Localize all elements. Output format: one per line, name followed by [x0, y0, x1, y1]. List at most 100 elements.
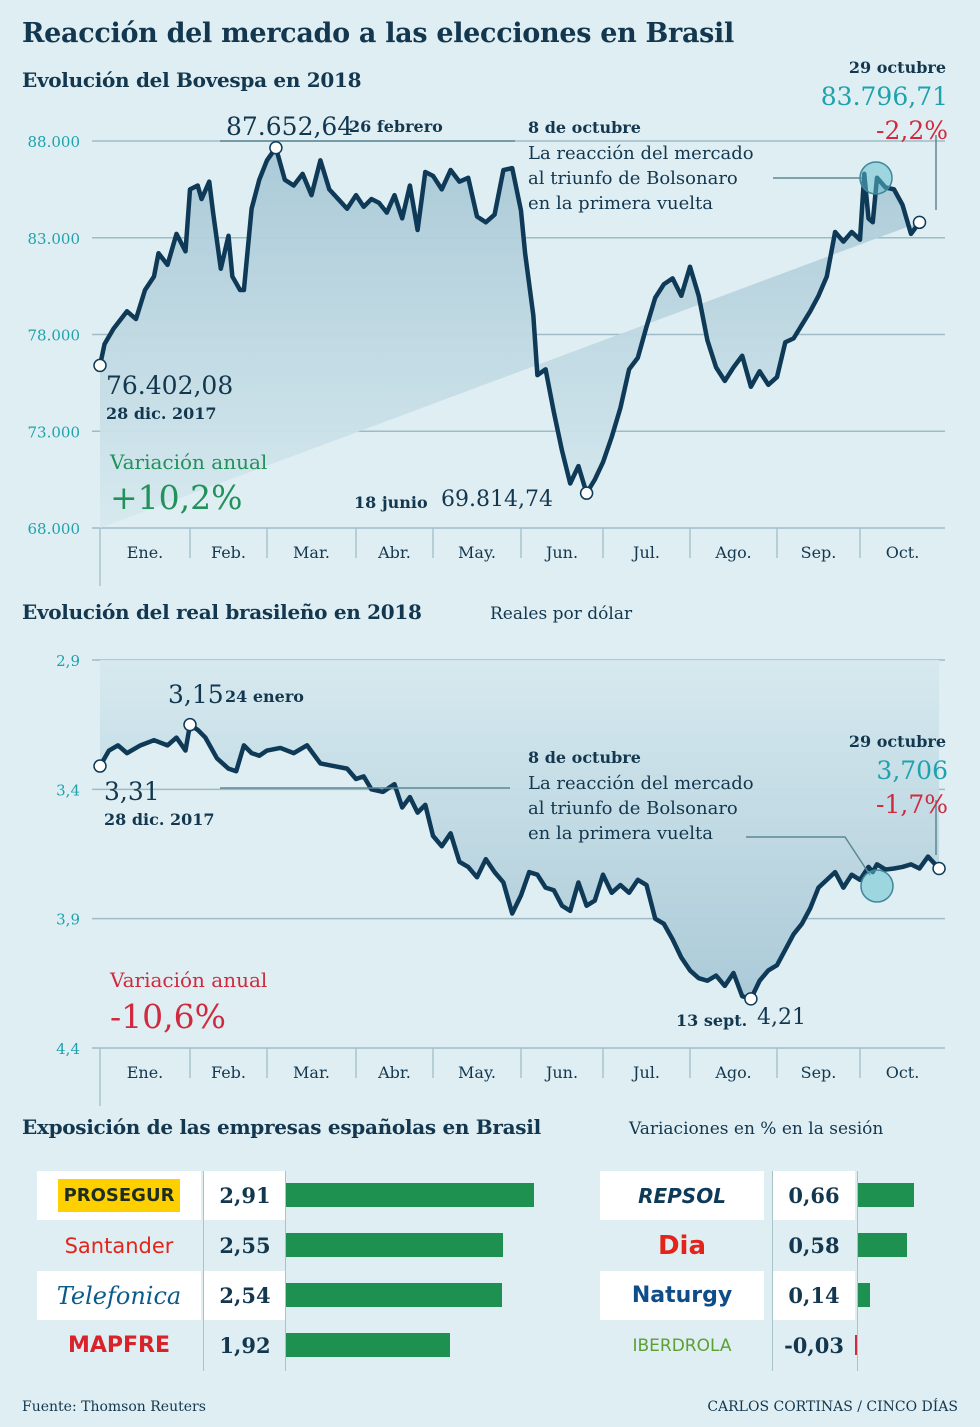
bovespa-min-value: 69.814,74	[441, 487, 553, 512]
company-name: MAPFRE	[67, 1333, 171, 1358]
bar-value-label: 1,92	[219, 1333, 271, 1358]
real-min-value: 4,21	[757, 1005, 806, 1030]
bar	[286, 1233, 504, 1257]
column-separator	[772, 1171, 773, 1371]
real-chart: 2,9 3,4 3,9 4,4 Ene. Feb. Mar. Abr. May. Jun. Jul.…	[56, 652, 946, 1106]
y-tick-label: 3,4	[56, 781, 80, 799]
x-tick-label: Oct.	[886, 543, 920, 562]
bar-value-label: -0,03	[784, 1333, 844, 1358]
x-tick-label: Jun.	[544, 543, 578, 562]
annotation-leader	[746, 836, 871, 876]
bar	[855, 1335, 858, 1355]
area-fill	[100, 147, 920, 528]
company-name: Telefonica	[56, 1281, 182, 1310]
x-tick-label: Feb.	[211, 1063, 246, 1082]
bovespa-last-date: 29 octubre	[848, 58, 946, 77]
data-marker	[744, 992, 758, 1006]
company-logo: Dia	[600, 1221, 764, 1270]
series-line	[97, 145, 922, 496]
company-name: Naturgy	[631, 1283, 733, 1308]
bar-value-label: 0,66	[773, 1171, 855, 1220]
data-marker	[912, 215, 927, 230]
bovespa-start-value: 76.402,08	[106, 371, 234, 400]
bar	[286, 1333, 450, 1357]
company-logo: MAPFRE	[37, 1321, 201, 1370]
bar-value-label: 0,14	[773, 1271, 855, 1320]
x-tick-label: Ago.	[714, 543, 751, 562]
x-tick-label: May.	[458, 1063, 496, 1082]
bar	[858, 1233, 908, 1257]
bar	[858, 1183, 915, 1207]
bar-row: Dia 0,58	[600, 1221, 960, 1270]
data-marker	[93, 759, 107, 773]
y-tick-label: 4,4	[56, 1040, 80, 1058]
real-max-value: 3,15	[168, 680, 224, 709]
real-start-date: 28 dic. 2017	[104, 810, 215, 829]
event-text-line: al triunfo de Bolsonaro	[528, 798, 738, 819]
event-highlight-circle	[860, 869, 894, 903]
bar	[286, 1283, 503, 1307]
real-annual-value: -10,6%	[110, 997, 226, 1036]
data-marker	[269, 140, 283, 155]
company-name: Santander	[64, 1233, 174, 1258]
bovespa-subtitle: Evolución del Bovespa en 2018	[22, 68, 362, 92]
bar-row: Naturgy 0,14	[600, 1271, 960, 1320]
bovespa-min-date: 18 junio	[354, 493, 428, 512]
x-tick-label: Ago.	[714, 1063, 751, 1082]
bovespa-annual-label: Variación anual	[110, 450, 268, 474]
real-last-date: 29 octubre	[848, 732, 946, 751]
x-tick-label: Abr.	[377, 1063, 411, 1082]
source-note: Fuente: Thomson Reuters	[22, 1399, 206, 1415]
bovespa-max-date: 26 febrero	[349, 117, 443, 136]
x-tick-label: Jun.	[544, 1063, 578, 1082]
y-tick-label: 83.000	[28, 230, 81, 248]
company-name: PROSEGUR	[57, 1179, 181, 1212]
main-title: Reacción del mercado a las elecciones en…	[22, 18, 734, 49]
company-name: REPSOL	[638, 1183, 726, 1208]
area-fill	[100, 660, 940, 999]
x-tick-label: Jul.	[631, 543, 660, 562]
y-tick-label: 3,9	[56, 911, 80, 929]
credit-note: CARLOS CORTINAS / CINCO DÍAS	[707, 1399, 958, 1415]
data-marker	[93, 358, 107, 373]
real-min-date: 13 sept.	[676, 1011, 748, 1030]
x-tick-label: May.	[458, 543, 496, 562]
bovespa-start-date: 28 dic. 2017	[106, 404, 217, 423]
bar	[286, 1183, 534, 1207]
real-subtitle: Evolución del real brasileño en 2018	[22, 600, 422, 624]
real-start-value: 3,31	[104, 777, 160, 806]
company-logo: PROSEGUR	[37, 1171, 201, 1220]
bovespa-max-value: 87.652,64	[226, 112, 354, 141]
event-text-line: en la primera vuelta	[528, 823, 713, 844]
bar-row: MAPFRE 1,92	[37, 1321, 557, 1370]
column-separator	[285, 1171, 286, 1371]
bar-value-label: 0,58	[788, 1233, 840, 1258]
column-separator	[203, 1171, 204, 1371]
exposure-unit: Variaciones en % en la sesión	[629, 1119, 884, 1139]
bar-row: PROSEGUR 2,91	[37, 1171, 557, 1220]
y-tick-label: 73.000	[28, 423, 81, 441]
bar	[858, 1283, 870, 1307]
y-tick-label: 88.000	[28, 133, 81, 151]
x-tick-label: Ene.	[127, 543, 164, 562]
x-tick-label: Mar.	[293, 543, 330, 562]
company-logo: IBERDROLA	[600, 1321, 764, 1370]
bovespa-last-change: -2,2%	[876, 116, 948, 145]
x-tick-label: Mar.	[293, 1063, 330, 1082]
real-annual-label: Variación anual	[110, 968, 268, 992]
x-tick-label: Jul.	[631, 1063, 660, 1082]
data-marker	[183, 717, 197, 732]
company-logo: REPSOL	[600, 1171, 764, 1220]
bovespa-event-text: La reacción del mercado al triunfo de Bo…	[528, 141, 754, 216]
company-name: Dia	[657, 1230, 707, 1261]
y-tick-label: 68.000	[28, 520, 81, 538]
y-tick-label: 2,9	[56, 652, 80, 670]
event-text-line: La reacción del mercado	[528, 773, 754, 794]
bar-row: Santander 2,55	[37, 1221, 557, 1270]
real-event-date: 8 de octubre	[528, 748, 641, 767]
bovespa-chart: 88.000 83.000 78.000 73.000 68.000 Ene. Feb. Ma…	[28, 133, 945, 586]
bar-value-label: 2,55	[219, 1233, 271, 1258]
event-highlight-circle	[859, 161, 893, 195]
bar-row: REPSOL 0,66	[600, 1171, 960, 1220]
data-marker	[579, 486, 594, 500]
